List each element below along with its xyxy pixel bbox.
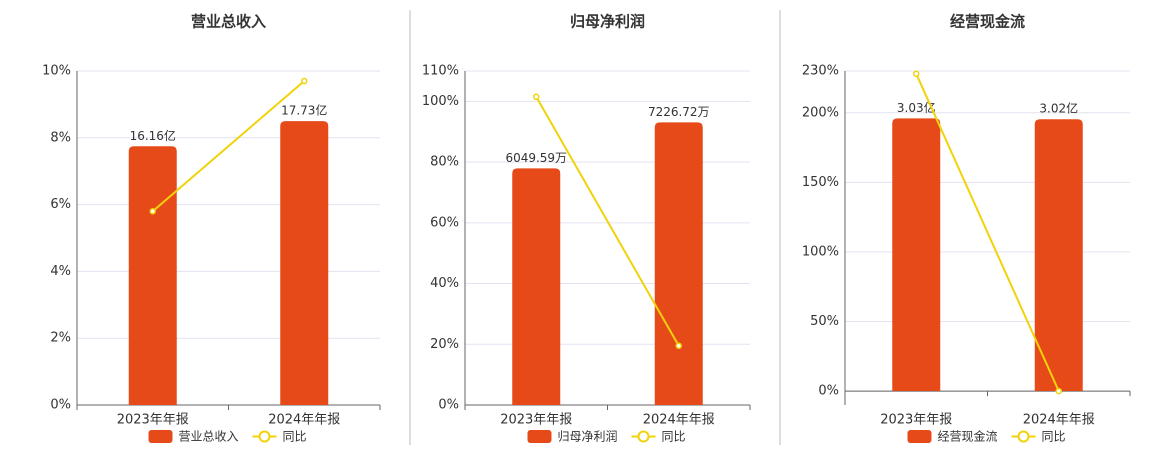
legend-label: 归母净利润 bbox=[558, 430, 618, 444]
point bbox=[533, 93, 540, 101]
y-tick-label: 200% bbox=[802, 105, 839, 120]
legend-label: 经营现金流 bbox=[938, 429, 998, 444]
y-tick-label: 0% bbox=[438, 398, 459, 413]
bar bbox=[892, 118, 941, 392]
legend-swatch bbox=[907, 430, 932, 443]
point bbox=[913, 70, 920, 78]
legend-marker bbox=[637, 430, 650, 443]
x-tick-label: 2023年年报 bbox=[500, 413, 572, 428]
point bbox=[149, 208, 156, 215]
x-tick-label: 2024年年报 bbox=[643, 413, 715, 428]
point bbox=[301, 77, 308, 85]
y-tick-label: 100% bbox=[802, 244, 839, 259]
line bbox=[535, 96, 680, 347]
y-tick-label: 6% bbox=[50, 197, 71, 212]
bar bbox=[512, 168, 561, 405]
y-tick-label: 60% bbox=[430, 215, 459, 230]
legend-label: 营业总收入 bbox=[179, 430, 239, 444]
y-tick-label: 100% bbox=[422, 94, 459, 109]
y-tick-label: 0% bbox=[818, 384, 839, 399]
x-tick-label: 2024年年报 bbox=[268, 413, 340, 428]
legend-marker bbox=[258, 430, 271, 443]
x-tick-label: 2024年年报 bbox=[1023, 413, 1095, 428]
bar bbox=[128, 146, 177, 405]
value-label: 3.03亿 bbox=[897, 100, 936, 115]
legend-swatch bbox=[148, 430, 173, 443]
value-label: 7226.72万 bbox=[648, 105, 710, 119]
legend-label: 同比 bbox=[283, 430, 307, 444]
value-label: 16.16亿 bbox=[130, 128, 176, 143]
legend-label: 同比 bbox=[1042, 430, 1066, 444]
y-tick-label: 4% bbox=[50, 264, 71, 279]
y-tick-label: 20% bbox=[430, 337, 459, 352]
bar bbox=[280, 121, 329, 405]
legend-label: 同比 bbox=[662, 430, 686, 444]
chart-title: 经营现金流 bbox=[950, 13, 1025, 31]
value-label: 17.73亿 bbox=[281, 103, 327, 118]
y-tick-label: 10% bbox=[42, 64, 71, 79]
x-tick-label: 2023年年报 bbox=[117, 413, 189, 428]
y-tick-label: 230% bbox=[802, 64, 839, 79]
bar bbox=[1034, 119, 1083, 392]
y-tick-label: 50% bbox=[810, 314, 839, 329]
y-tick-label: 40% bbox=[430, 276, 459, 291]
y-tick-label: 110% bbox=[422, 64, 459, 79]
legend-swatch bbox=[527, 430, 552, 443]
y-tick-label: 8% bbox=[50, 130, 71, 145]
y-tick-label: 0% bbox=[50, 398, 71, 413]
chart-title: 营业总收入 bbox=[191, 13, 266, 31]
point bbox=[675, 342, 682, 350]
x-tick-label: 2023年年报 bbox=[880, 413, 952, 428]
y-tick-label: 80% bbox=[430, 155, 459, 170]
legend-marker bbox=[1017, 430, 1030, 443]
line bbox=[152, 80, 305, 213]
y-tick-label: 150% bbox=[802, 175, 839, 190]
value-label: 3.02亿 bbox=[1039, 101, 1078, 116]
point bbox=[1055, 387, 1062, 395]
chart-title: 归母净利润 bbox=[570, 13, 645, 31]
y-tick-label: 2% bbox=[50, 331, 71, 346]
line bbox=[915, 73, 1060, 392]
value-label: 6049.59万 bbox=[505, 151, 567, 165]
bar bbox=[654, 122, 703, 405]
